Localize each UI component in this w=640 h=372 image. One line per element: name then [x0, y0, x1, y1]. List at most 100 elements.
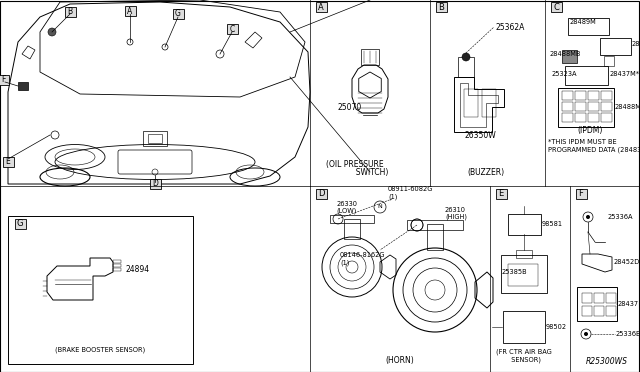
Text: B: B	[438, 3, 444, 12]
FancyBboxPatch shape	[3, 157, 13, 167]
Bar	[604, 56, 614, 66]
Bar	[113, 264, 121, 267]
FancyBboxPatch shape	[227, 24, 237, 34]
Bar	[575, 113, 586, 122]
Bar	[458, 57, 474, 77]
Text: A: A	[318, 3, 324, 12]
Bar	[344, 219, 360, 239]
Text: 28437M*: 28437M*	[610, 71, 640, 77]
FancyBboxPatch shape	[550, 2, 561, 12]
Bar	[601, 113, 612, 122]
Bar	[361, 49, 379, 65]
Text: 98502: 98502	[546, 324, 567, 330]
Bar	[143, 131, 167, 146]
Text: 26310: 26310	[445, 207, 466, 213]
Text: 28452D: 28452D	[614, 259, 640, 265]
Bar	[148, 134, 162, 143]
Text: D: D	[152, 180, 158, 189]
Text: 28437: 28437	[618, 301, 639, 307]
Bar	[427, 224, 443, 250]
Bar	[606, 293, 616, 303]
Text: 28488MC: 28488MC	[615, 104, 640, 110]
Bar	[588, 113, 599, 122]
Text: (BUZZER): (BUZZER)	[467, 167, 504, 176]
Text: 25336A: 25336A	[608, 214, 634, 220]
Bar	[594, 306, 604, 316]
Bar	[464, 89, 478, 117]
Bar	[113, 268, 121, 271]
Text: F: F	[579, 189, 584, 199]
FancyBboxPatch shape	[150, 179, 161, 189]
Bar	[575, 91, 586, 100]
Bar	[562, 91, 573, 100]
Text: (IPDM): (IPDM)	[577, 125, 603, 135]
Bar	[330, 215, 374, 223]
FancyBboxPatch shape	[65, 7, 76, 17]
Text: 08146-8162G: 08146-8162G	[340, 252, 385, 258]
Bar	[582, 293, 592, 303]
Bar	[508, 264, 538, 286]
Bar	[113, 260, 121, 263]
FancyBboxPatch shape	[575, 189, 586, 199]
Bar	[601, 102, 612, 111]
Bar	[562, 102, 573, 111]
Text: (OIL PRESSURE: (OIL PRESSURE	[326, 160, 384, 169]
FancyBboxPatch shape	[561, 49, 577, 62]
Text: 25323A: 25323A	[552, 71, 577, 77]
Text: 24894: 24894	[125, 264, 149, 273]
Text: E: E	[499, 189, 504, 199]
FancyBboxPatch shape	[15, 219, 26, 229]
Text: 25385B: 25385B	[502, 269, 527, 275]
Text: R25300WS: R25300WS	[586, 357, 628, 366]
Text: 98581: 98581	[542, 221, 563, 227]
Text: E: E	[6, 157, 10, 167]
FancyBboxPatch shape	[316, 189, 326, 199]
Text: 08911-6082G: 08911-6082G	[388, 186, 433, 192]
Circle shape	[584, 332, 588, 336]
Bar	[562, 113, 573, 122]
Text: 26330: 26330	[337, 201, 358, 207]
Bar	[482, 89, 496, 117]
Circle shape	[462, 53, 470, 61]
Circle shape	[48, 28, 56, 36]
Bar	[588, 91, 599, 100]
Bar	[18, 82, 28, 90]
Text: G: G	[17, 219, 23, 228]
Text: 28489M: 28489M	[570, 19, 596, 25]
Circle shape	[586, 215, 590, 219]
Text: SENSOR): SENSOR)	[507, 357, 541, 363]
Text: 26350W: 26350W	[464, 131, 496, 141]
Bar	[407, 220, 463, 230]
Bar	[588, 102, 599, 111]
Text: G: G	[175, 10, 181, 19]
Text: 25336B: 25336B	[616, 331, 640, 337]
FancyBboxPatch shape	[125, 6, 136, 16]
Bar	[601, 91, 612, 100]
Text: A: A	[127, 6, 132, 16]
Text: 28488MB: 28488MB	[550, 51, 581, 57]
Text: B: B	[67, 7, 72, 16]
Text: (FR CTR AIR BAG: (FR CTR AIR BAG	[496, 349, 552, 355]
Text: (1): (1)	[388, 194, 397, 200]
Text: (HORN): (HORN)	[386, 356, 414, 365]
Text: F: F	[1, 76, 5, 84]
Text: 28488MA: 28488MA	[632, 41, 640, 47]
Bar	[516, 250, 532, 258]
Text: *THIS IPDM MUST BE: *THIS IPDM MUST BE	[548, 139, 616, 145]
Bar	[606, 306, 616, 316]
Text: 25070: 25070	[338, 103, 362, 112]
Text: (LOW): (LOW)	[337, 208, 357, 214]
FancyBboxPatch shape	[495, 189, 506, 199]
Text: PROGRAMMED DATA (28483N): PROGRAMMED DATA (28483N)	[548, 147, 640, 153]
Text: D: D	[317, 189, 324, 199]
Text: SWITCH): SWITCH)	[351, 167, 388, 176]
Text: (BRAKE BOOSTER SENSOR): (BRAKE BOOSTER SENSOR)	[55, 347, 145, 353]
FancyBboxPatch shape	[316, 2, 326, 12]
Text: N: N	[378, 205, 382, 209]
Text: (HIGH): (HIGH)	[445, 214, 467, 220]
FancyBboxPatch shape	[173, 9, 184, 19]
Text: C: C	[553, 3, 559, 12]
Bar	[575, 102, 586, 111]
Text: C: C	[229, 25, 235, 33]
Text: 25362A: 25362A	[495, 22, 524, 32]
